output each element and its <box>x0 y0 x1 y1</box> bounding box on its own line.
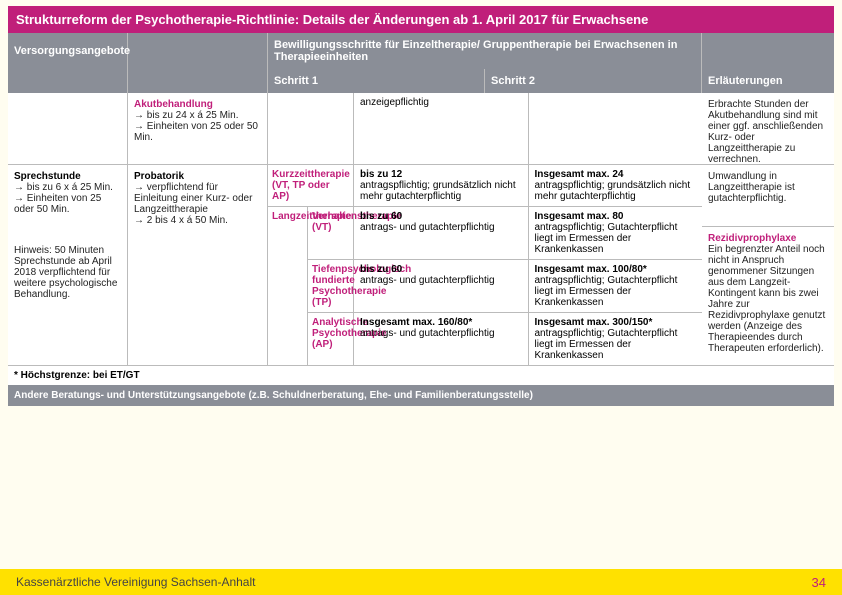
langzeit-rows: Verhaltenstherapie (VT) bis zu 60 antrag… <box>308 207 702 365</box>
akut-title: Akutbehandlung <box>134 99 261 110</box>
akut-b1: bis zu 24 x á 25 Min. <box>134 110 261 121</box>
col-b: Akutbehandlung bis zu 24 x á 25 Min. Ein… <box>128 93 268 365</box>
langzeit-wrap: Langzeittherapie Verhaltenstherapie (VT)… <box>268 207 702 365</box>
page-outer: Strukturreform der Psychotherapie-Richtl… <box>0 0 842 406</box>
head-col2 <box>128 33 268 69</box>
title-bar: Strukturreform der Psychotherapie-Richtl… <box>8 6 834 33</box>
head-col4 <box>702 33 834 69</box>
sprech-b1: bis zu 6 x á 25 Min. <box>14 182 121 193</box>
langzeit-vertical: Langzeittherapie <box>268 207 308 365</box>
hinweis: Hinweis: 50 Minuten Sprechstunde ab Apri… <box>14 245 121 300</box>
rezidiv-body: Ein begrenzter Anteil noch nicht in Ansp… <box>708 244 825 354</box>
col-cd: anzeigepflichtig Kurzzeittherapie (VT, T… <box>268 93 702 365</box>
tp-d-body: antragspflichtig; Gutachterpflicht liegt… <box>535 275 678 308</box>
row-tp: Tiefenpsychologisch fundierte Psychother… <box>308 260 702 313</box>
head-col1: Versorgungsangebote <box>8 33 128 69</box>
sprech-b2: Einheiten von 25 oder 50 Min. <box>14 193 121 215</box>
kzt-schritt2: Insgesamt max. 24 antragspflichtig; grun… <box>528 165 703 206</box>
subhead-erl: Erläuterungen <box>702 69 834 93</box>
kzt-c-title: bis zu 12 <box>360 169 402 180</box>
subhead-schritt2: Schritt 2 <box>485 69 702 93</box>
akut-lbl-spacer <box>268 93 354 164</box>
ap-c-body: antrags- und gutachterpflichtig <box>360 328 495 339</box>
col-a: Sprechstunde bis zu 6 x á 25 Min. Einhei… <box>8 93 128 365</box>
header-row-1: Versorgungsangebote Bewilligungsschritte… <box>8 33 834 69</box>
row-vt: Verhaltenstherapie (VT) bis zu 60 antrag… <box>308 207 702 260</box>
row-akut: anzeigepflichtig <box>268 93 702 165</box>
vt-label: Verhaltenstherapie (VT) <box>308 207 354 259</box>
sprech-title: Sprechstunde <box>14 171 121 182</box>
ap-schritt2: Insgesamt max. 300/150* antragspflichtig… <box>528 313 703 365</box>
rezidiv-title: Rezidivprophylaxe <box>708 233 828 244</box>
lzt-title: Langzeittherapie <box>272 211 303 222</box>
ap-d-body: antragspflichtig; Gutachterpflicht liegt… <box>535 328 678 361</box>
ap-schritt1: Insgesamt max. 160/80* antrags- und guta… <box>354 313 528 365</box>
prob-b1: verpflichtend für Einleitung einer Kurz-… <box>134 182 261 215</box>
footer-org: Kassenärztliche Vereinigung Sachsen-Anha… <box>16 575 255 589</box>
head-col3: Bewilligungsschritte für Einzeltherapie/… <box>268 33 702 69</box>
header-row-2: Schritt 1 Schritt 2 Erläuterungen <box>8 69 834 93</box>
kzt-label: Kurzzeittherapie (VT, TP oder AP) <box>268 165 354 206</box>
tp-label: Tiefenpsychologisch fundierte Psychother… <box>308 260 354 312</box>
kzt-d-body: antragspflichtig; grundsätzlich nicht me… <box>535 180 691 202</box>
vt-schritt1: bis zu 60 antrags- und gutachterpflichti… <box>354 207 528 259</box>
bottom-bar: Andere Beratungs- und Unterstützungsange… <box>8 385 834 406</box>
probatorik-block: Probatorik verpflichtend für Einleitung … <box>128 165 267 232</box>
prob-title: Probatorik <box>134 171 261 182</box>
row-kzt: Kurzzeittherapie (VT, TP oder AP) bis zu… <box>268 165 702 207</box>
prob-b2: 2 bis 4 x á 50 Min. <box>134 215 261 226</box>
akut-schritt1: anzeigepflichtig <box>354 93 528 164</box>
kzt-c-body: antragspflichtig; grundsätzlich nicht me… <box>360 180 516 202</box>
kzt-erl: Umwandlung in Langzeittherapie ist gutac… <box>702 165 834 227</box>
row-ap: Analytische Psychotherapie (AP) Insgesam… <box>308 313 702 365</box>
title-text: Strukturreform der Psychotherapie-Richtl… <box>16 12 648 27</box>
vt-d-top: Insgesamt max. 80 <box>535 211 697 222</box>
page-number: 34 <box>812 575 826 590</box>
ap-d-top: Insgesamt max. 300/150* <box>535 317 697 328</box>
subhead-spacer2 <box>128 69 268 93</box>
tp-schritt1: bis zu 60 antrags- und gutachterpflichti… <box>354 260 528 312</box>
akut-block: Akutbehandlung bis zu 24 x á 25 Min. Ein… <box>128 93 267 165</box>
kzt-d-top: Insgesamt max. 24 <box>535 169 697 180</box>
akut-erl: Erbrachte Stunden der Akutbehandlung sin… <box>702 93 834 165</box>
vt-schritt2: Insgesamt max. 80 antragspflichtig; Guta… <box>528 207 703 259</box>
footnote: * Höchstgrenze: bei ET/GT <box>8 366 834 385</box>
akut-schritt2 <box>528 93 703 164</box>
body-grid: Sprechstunde bis zu 6 x á 25 Min. Einhei… <box>8 93 834 366</box>
akut-b2: Einheiten von 25 oder 50 Min. <box>134 121 261 143</box>
col-e: Erbrachte Stunden der Akutbehandlung sin… <box>702 93 834 365</box>
sprechstunde-block: Sprechstunde bis zu 6 x á 25 Min. Einhei… <box>8 165 127 306</box>
footer: Kassenärztliche Vereinigung Sachsen-Anha… <box>0 569 842 595</box>
vt-d-body: antragspflichtig; Gutachterpflicht liegt… <box>535 222 678 255</box>
ap-c-top: Insgesamt max. 160/80* <box>360 317 522 328</box>
ap-label: Analytische Psychotherapie (AP) <box>308 313 354 365</box>
tp-schritt2: Insgesamt max. 100/80* antragspflichtig;… <box>528 260 703 312</box>
rezidiv-block: Rezidivprophylaxe Ein begrenzter Anteil … <box>702 227 834 360</box>
col-a-spacer <box>8 93 127 165</box>
tp-d-top: Insgesamt max. 100/80* <box>535 264 697 275</box>
kzt-schritt1: bis zu 12 antragspflichtig; grundsätzlic… <box>354 165 528 206</box>
subhead-schritt1: Schritt 1 <box>268 69 485 93</box>
subhead-spacer1 <box>8 69 128 93</box>
